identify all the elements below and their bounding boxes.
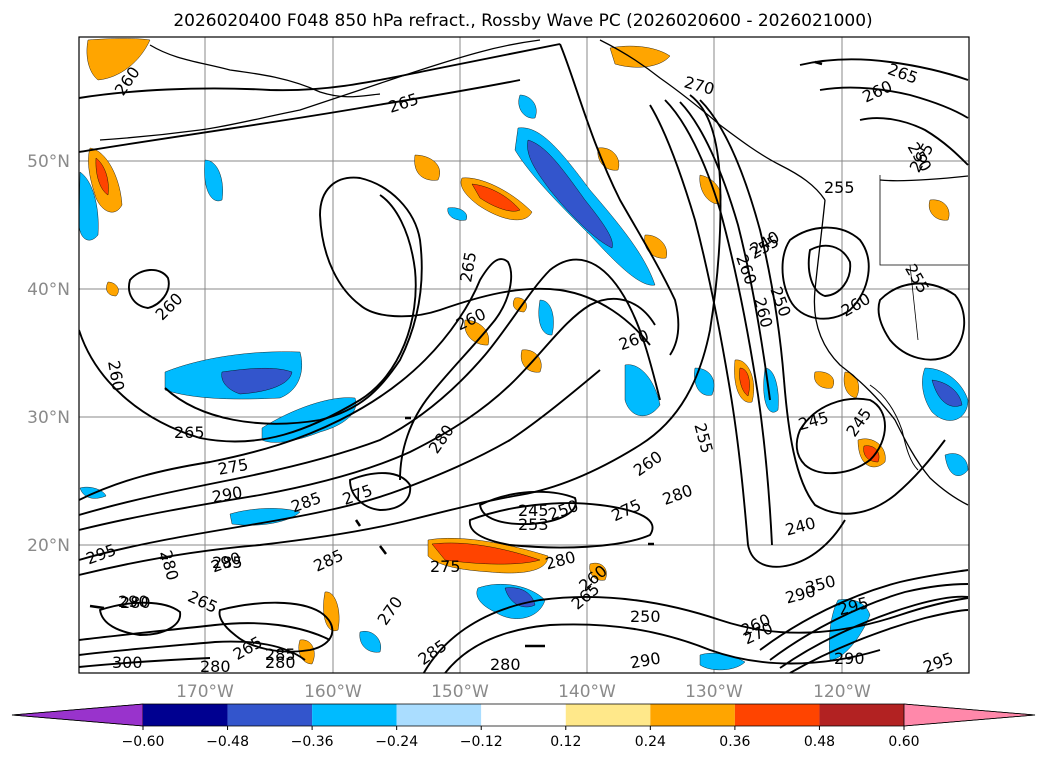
colorbar-segment: [143, 704, 228, 726]
colorbar-tick-label: 0.60: [888, 734, 919, 750]
contour-label: 245: [518, 501, 549, 520]
lon-label: 170°W: [176, 682, 234, 702]
contour-lines: [79, 43, 969, 673]
colorbar-tick-label: −0.24: [375, 734, 418, 750]
lon-label: 160°W: [304, 682, 362, 702]
longitude-labels: 170°W 160°W 150°W 140°W 130°W 120°W: [176, 682, 871, 702]
colorbar-tick-label: 0.36: [719, 734, 750, 750]
colorbar-ticks: −0.60 −0.48 −0.36 −0.24 −0.12 0.12 0.24 0.36 0.4…: [122, 726, 920, 750]
colorbar-tick-label: 0.12: [550, 734, 581, 750]
colorbar-tick-label: 0.48: [804, 734, 835, 750]
lon-label: 120°W: [813, 682, 871, 702]
contour-label: 280: [200, 657, 231, 676]
contour-label: 285: [212, 553, 243, 572]
contour-label: 265: [174, 423, 205, 442]
lon-label: 130°W: [685, 682, 743, 702]
colorbar-segment: [227, 704, 313, 726]
lat-label: 50°N: [27, 152, 70, 172]
colorbar-segment: [565, 704, 651, 726]
colorbar-tick-label: −0.48: [206, 734, 249, 750]
contour-label: 253: [518, 515, 549, 534]
contour-label: 280: [265, 653, 296, 672]
contour-label: 280: [490, 655, 521, 674]
colorbar-tick-label: −0.36: [291, 734, 334, 750]
colorbar: [11, 703, 1036, 727]
colorbar-extend-high: [903, 703, 1036, 727]
colorbar-segment: [650, 704, 735, 726]
colorbar-extend-low: [11, 703, 144, 727]
contour-label: 250: [630, 607, 661, 626]
contour-label: 290: [834, 649, 865, 668]
latitude-labels: 50°N 40°N 30°N 20°N: [27, 152, 70, 556]
contour-label: 255: [824, 178, 855, 197]
lat-label: 40°N: [27, 280, 70, 300]
negative-anomaly-shading: [79, 94, 969, 671]
colorbar-segment: [481, 704, 566, 726]
contour-label: 290: [118, 592, 149, 611]
colorbar-segment: [819, 704, 904, 726]
colorbar-segment: [734, 704, 820, 726]
map-panel: 260 265 270 265 260 265 265 255 250 255 …: [78, 36, 970, 676]
contour-label: 285: [265, 645, 296, 664]
gridlines: [79, 37, 969, 673]
contour-label: 275: [430, 557, 461, 576]
lat-label: 30°N: [27, 408, 70, 428]
contour-label: 300: [112, 653, 143, 672]
colorbar-segment: [312, 704, 397, 726]
colorbar-tick-label: −0.12: [460, 734, 503, 750]
coastlines: [99, 39, 969, 506]
lon-label: 150°W: [431, 682, 489, 702]
colorbar-tick-label: −0.60: [122, 734, 165, 750]
contour-label: 280: [120, 593, 151, 612]
colorbar-segment: [396, 704, 482, 726]
contour-fragments: [89, 60, 823, 648]
lon-label: 140°W: [558, 682, 616, 702]
lat-label: 20°N: [27, 536, 70, 556]
figure-title: 2026020400 F048 850 hPa refract., Rossby…: [173, 11, 872, 31]
colorbar-tick-label: 0.24: [635, 734, 666, 750]
